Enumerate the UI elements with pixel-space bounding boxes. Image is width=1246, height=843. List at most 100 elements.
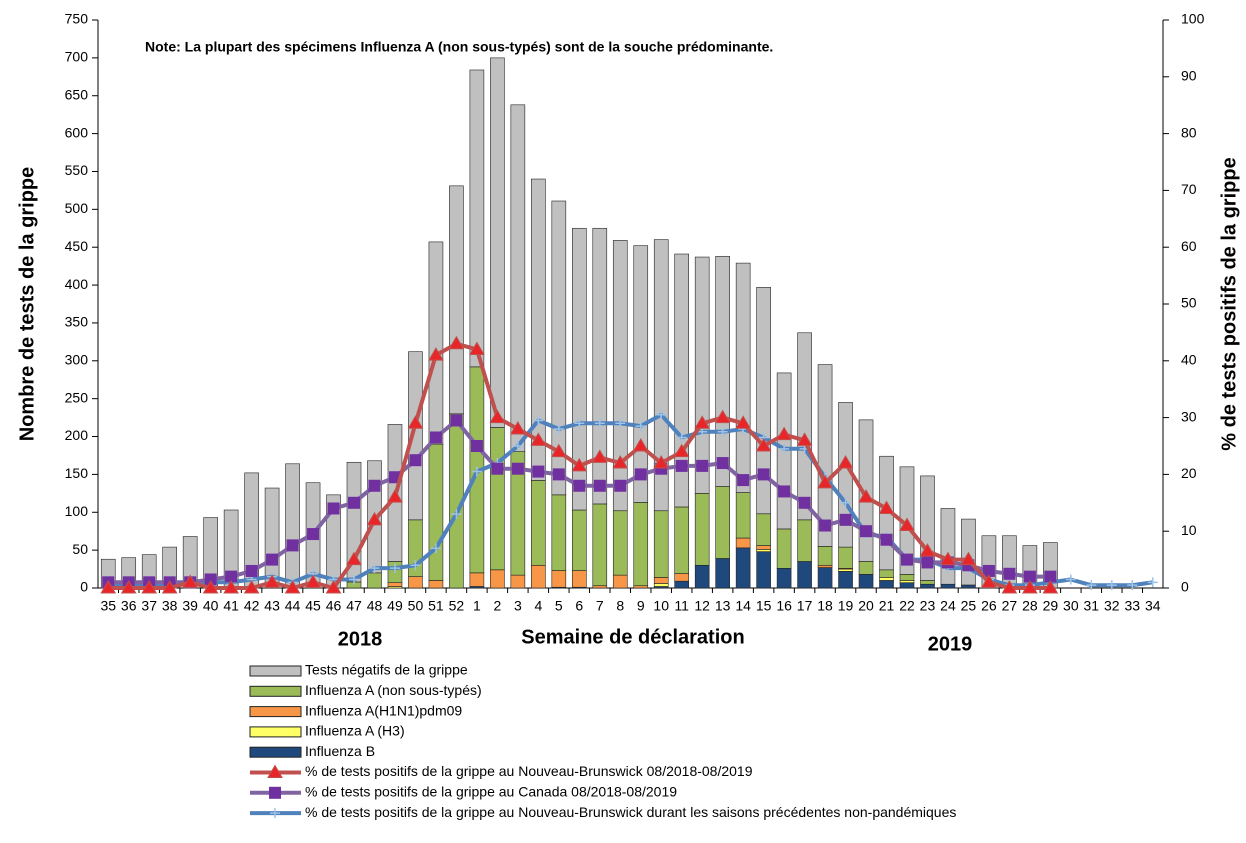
bar-segment	[694, 493, 710, 566]
bar-segment	[879, 580, 894, 589]
bar-segment	[612, 510, 628, 576]
marker	[430, 543, 441, 554]
marker	[368, 479, 381, 492]
marker	[656, 409, 667, 420]
legend-label: % de tests positifs de la grippe au Nouv…	[305, 804, 956, 820]
bar-segment	[531, 178, 546, 481]
y-tick-label: 600	[65, 124, 89, 140]
marker	[451, 509, 462, 520]
note: Note: La plupart des spécimens Influenza…	[145, 39, 773, 55]
marker	[612, 455, 629, 469]
marker	[387, 489, 403, 503]
marker	[796, 432, 813, 446]
marker	[409, 454, 422, 467]
x-tick-label: 37	[141, 598, 157, 614]
legend-swatch	[249, 665, 302, 677]
y-tick-label: 150	[65, 465, 89, 481]
bar-segment	[735, 492, 751, 539]
x-tick-label: 14	[735, 598, 751, 614]
x-tick-label: 32	[1104, 598, 1120, 614]
marker	[571, 457, 588, 472]
x-tick-label: 23	[920, 598, 936, 614]
bar-segment	[531, 564, 546, 589]
marker	[182, 574, 199, 588]
bar-segment	[797, 332, 812, 521]
bar-segment	[797, 561, 812, 589]
bar-segment	[612, 240, 628, 512]
x-tick-label: 39	[182, 598, 198, 614]
x-tick-label: 30	[1063, 598, 1079, 614]
marker	[469, 341, 485, 355]
x-tick-label: 33	[1124, 598, 1140, 614]
marker	[757, 468, 770, 481]
marker	[243, 580, 260, 594]
x-tick-label: 36	[121, 598, 137, 614]
x-tick-label: 45	[305, 598, 321, 614]
x-tick-label: 43	[264, 598, 280, 614]
marker	[369, 563, 380, 574]
bar-segment	[817, 364, 833, 547]
year-label: 2019	[928, 633, 973, 655]
bar-segment	[633, 502, 649, 587]
y2-tick-label: 90	[1181, 68, 1197, 84]
x-tick-label: 34	[1145, 598, 1161, 614]
bar-segment	[838, 568, 853, 572]
marker	[839, 513, 852, 526]
bar-segment	[531, 480, 546, 566]
legend-label: Influenza A (non sous-typés)	[305, 682, 482, 698]
x-tick-label: 26	[981, 598, 997, 614]
bar-segment	[735, 547, 751, 589]
marker	[489, 409, 506, 424]
x-tick-label: 22	[899, 598, 915, 614]
x-tick-label: 18	[817, 598, 833, 614]
bar-segment	[858, 561, 874, 575]
x-tick-label: 52	[449, 598, 465, 614]
bar-segment	[469, 572, 485, 587]
marker	[921, 556, 934, 569]
legend-swatch	[249, 685, 302, 697]
y-tick-label: 450	[65, 238, 89, 254]
marker	[1106, 580, 1117, 591]
y-tick-label: 50	[72, 541, 88, 557]
bar-segment	[449, 185, 464, 415]
x-tick-label: 4	[534, 598, 542, 614]
legend-label: % de tests positifs de la grippe au Cana…	[305, 784, 677, 800]
x-tick-label: 25	[961, 598, 977, 614]
marker	[1042, 580, 1059, 594]
bar-segment	[838, 571, 853, 589]
marker	[798, 496, 811, 509]
y2-tick-label: 10	[1181, 522, 1197, 538]
bar-segment	[469, 69, 485, 368]
marker	[204, 573, 217, 586]
bar-segment	[551, 494, 567, 571]
x-tick-label: 6	[575, 598, 583, 614]
x-tick-label: 46	[326, 598, 342, 614]
bar-segment	[490, 57, 505, 428]
marker	[348, 496, 361, 509]
bar-segment	[715, 558, 730, 589]
marker	[286, 539, 299, 552]
x-tick-label: 7	[596, 598, 604, 614]
y2-tick-label: 0	[1181, 579, 1189, 595]
bar-segment	[285, 463, 300, 589]
x-tick-label: 9	[637, 598, 645, 614]
marker	[819, 519, 832, 532]
marker	[552, 468, 565, 481]
y-tick-label: 250	[65, 389, 89, 405]
legend-swatch	[249, 706, 302, 718]
marker	[858, 489, 874, 503]
marker	[553, 423, 564, 434]
bar-segment	[408, 351, 423, 521]
bar-segment	[694, 256, 710, 494]
marker	[694, 415, 711, 429]
marker	[776, 426, 792, 441]
bar-segment	[674, 580, 690, 589]
marker	[919, 543, 936, 557]
bar-segment	[858, 574, 874, 589]
bar-segment	[571, 509, 587, 571]
marker	[615, 418, 626, 429]
x-tick-label: 2	[493, 598, 501, 614]
x-tick-label: 21	[879, 598, 895, 614]
bar-segment	[428, 443, 444, 581]
